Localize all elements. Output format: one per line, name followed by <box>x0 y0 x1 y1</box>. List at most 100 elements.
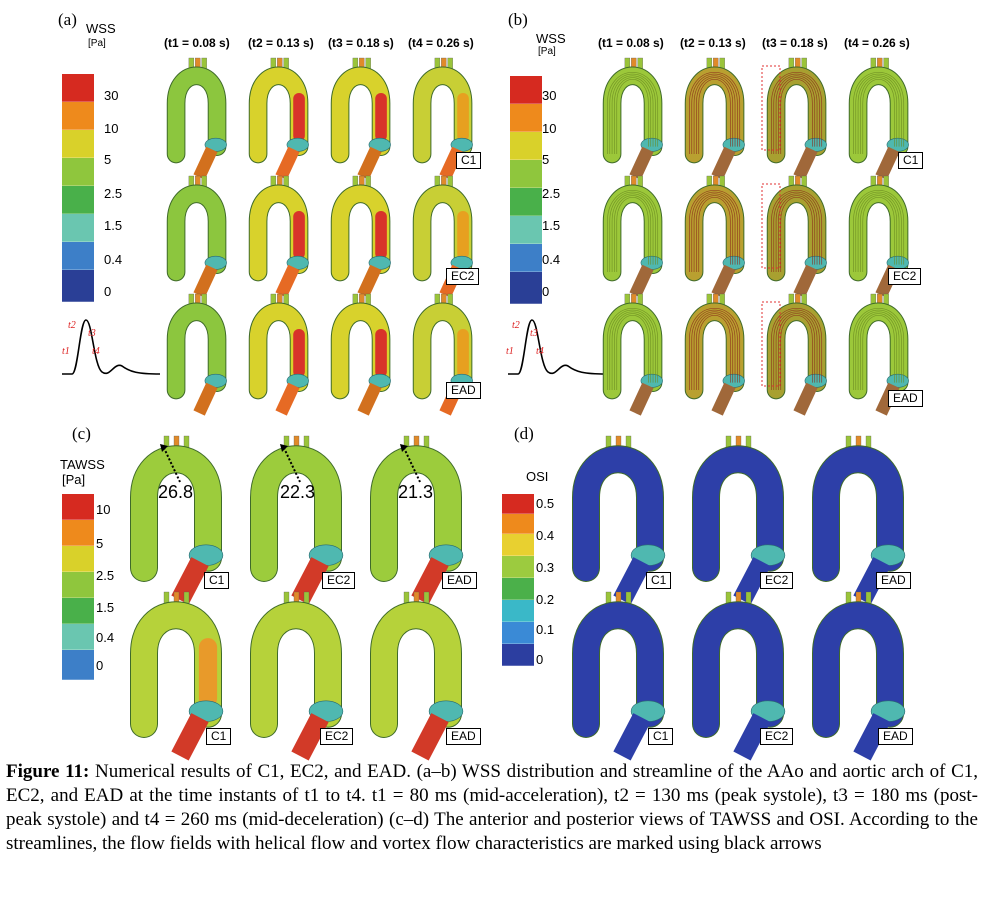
peak-arrowhead-c-0 <box>160 444 168 452</box>
tag-c-bot-c1: C1 <box>206 728 232 745</box>
tick-a-3: 2.5 <box>104 186 123 201</box>
aorta-a-c1-t3 <box>330 57 391 180</box>
colorbar-b <box>510 76 542 304</box>
aorta-a-c1-t4 <box>412 57 473 180</box>
tawss-peak-ec2: 22.3 <box>280 482 316 502</box>
waveform-label-t1-b: t1 <box>506 346 514 357</box>
aorta-b-c1-t3 <box>766 57 827 180</box>
aorta-a-c1-t1 <box>166 57 227 180</box>
aorta-b-ec2-t1 <box>602 175 663 298</box>
aorta-d-r2-ec2 <box>692 591 786 761</box>
tag-c-bot-ead: EAD <box>446 728 481 745</box>
tick-d-3: 0.2 <box>536 592 555 607</box>
highlight-box-b-2 <box>761 301 781 387</box>
aorta-grid-b <box>602 57 909 416</box>
waveform-label-t4-b: t4 <box>536 346 544 357</box>
tick-c-2: 2.5 <box>96 568 115 583</box>
aorta-b-ead-t2 <box>684 293 745 416</box>
aorta-c-r2-ec2 <box>250 591 344 761</box>
time-header-a-4: (t4 = 0.26 s) <box>408 36 474 50</box>
row-tag-b-ec2: EC2 <box>888 268 922 285</box>
tick-a-2: 5 <box>104 152 112 167</box>
tag-c-bot-ec2: EC2 <box>320 728 354 745</box>
time-header-a-1: (t1 = 0.08 s) <box>164 36 230 50</box>
tag-d-top-ec2: EC2 <box>760 572 794 589</box>
aorta-grid-d <box>572 435 906 761</box>
aorta-b-ec2-t4 <box>848 175 909 298</box>
tick-b-5: 0.4 <box>542 252 561 267</box>
colorbar-title-d: OSI <box>526 469 549 484</box>
flow-waveform-b <box>508 319 607 375</box>
highlight-box-b-1 <box>761 183 781 269</box>
waveform-label-t4-a: t4 <box>92 346 100 357</box>
caption-text: Numerical results of C1, EC2, and EAD. (… <box>6 761 978 854</box>
aorta-c-r1-ec2 <box>250 435 344 605</box>
waveform-label-t3-a: t3 <box>88 328 96 339</box>
aorta-b-c1-t2 <box>684 57 745 180</box>
tick-a-5: 0.4 <box>104 252 123 267</box>
tag-d-bot-ead: EAD <box>878 728 913 745</box>
time-header-b-1: (t1 = 0.08 s) <box>598 36 664 50</box>
tick-d-1: 0.4 <box>536 528 555 543</box>
colorbar-unit-a: [Pa] <box>88 38 106 49</box>
tick-b-1: 10 <box>542 121 557 136</box>
aorta-d-r1-c1 <box>572 435 666 605</box>
tag-d-top-c1: C1 <box>646 572 672 589</box>
peak-arrowhead-c-2 <box>400 444 408 452</box>
row-tag-b-c1: C1 <box>898 152 924 169</box>
tick-c-3: 1.5 <box>96 600 115 615</box>
aorta-d-r1-ead <box>812 435 906 605</box>
waveform-label-t3-b: t3 <box>530 328 538 339</box>
colorbar-c <box>62 494 94 680</box>
aorta-c-r2-c1 <box>130 591 224 761</box>
waveform-label-t2-a: t2 <box>68 320 76 331</box>
tick-b-6: 0 <box>542 284 550 299</box>
panel-label-a: (a) <box>58 10 77 29</box>
time-header-b-3: (t3 = 0.18 s) <box>762 36 828 50</box>
colorbar-unit-c: [Pa] <box>62 472 86 487</box>
flow-waveform-a <box>62 319 161 375</box>
tawss-peak-ead: 21.3 <box>398 482 434 502</box>
row-tag-a-ec2: EC2 <box>446 268 480 285</box>
aorta-a-ec2-t3 <box>330 175 391 298</box>
panel-label-d: (d) <box>514 424 534 443</box>
tag-d-bot-c1: C1 <box>648 728 674 745</box>
aorta-b-ec2-t3 <box>766 175 827 298</box>
colorbar-title-b: WSS <box>536 31 566 46</box>
caption-lead: Figure 11: <box>6 761 90 782</box>
aorta-b-ec2-t2 <box>684 175 745 298</box>
tick-a-1: 10 <box>104 121 119 136</box>
aorta-c-r1-c1 <box>130 435 224 605</box>
tick-d-5: 0 <box>536 652 544 667</box>
row-tag-b-ead: EAD <box>888 390 923 407</box>
aorta-grid-c <box>130 435 464 761</box>
aorta-d-r1-ec2 <box>692 435 786 605</box>
row-tag-a-c1: C1 <box>456 152 482 169</box>
peak-arrowhead-c-1 <box>280 444 288 452</box>
aorta-b-ead-t1 <box>602 293 663 416</box>
panel-label-b: (b) <box>508 10 528 29</box>
aorta-b-ead-t3 <box>766 293 827 416</box>
colorbar-a <box>62 74 94 302</box>
highlight-box-b-0 <box>761 65 781 151</box>
tick-b-2: 5 <box>542 152 550 167</box>
aorta-a-ead-t3 <box>330 293 391 416</box>
tawss-peak-c1: 26.8 <box>158 482 194 502</box>
time-header-b-4: (t4 = 0.26 s) <box>844 36 910 50</box>
tick-c-0: 10 <box>96 502 111 517</box>
aorta-d-r2-c1 <box>572 591 666 761</box>
tick-d-0: 0.5 <box>536 496 555 511</box>
tick-b-4: 1.5 <box>542 218 561 233</box>
tag-c-top-ead: EAD <box>442 572 477 589</box>
row-tag-a-ead: EAD <box>446 382 481 399</box>
aorta-b-c1-t4 <box>848 57 909 180</box>
tick-a-4: 1.5 <box>104 218 123 233</box>
aorta-c-r1-ead <box>370 435 464 605</box>
aorta-a-ead-t2 <box>248 293 309 416</box>
aorta-a-ead-t1 <box>166 293 227 416</box>
colorbar-title-a: WSS <box>86 21 116 36</box>
tick-b-3: 2.5 <box>542 186 561 201</box>
waveform-label-t2-b: t2 <box>512 320 520 331</box>
tag-c-top-ec2: EC2 <box>322 572 356 589</box>
tick-c-5: 0 <box>96 658 104 673</box>
